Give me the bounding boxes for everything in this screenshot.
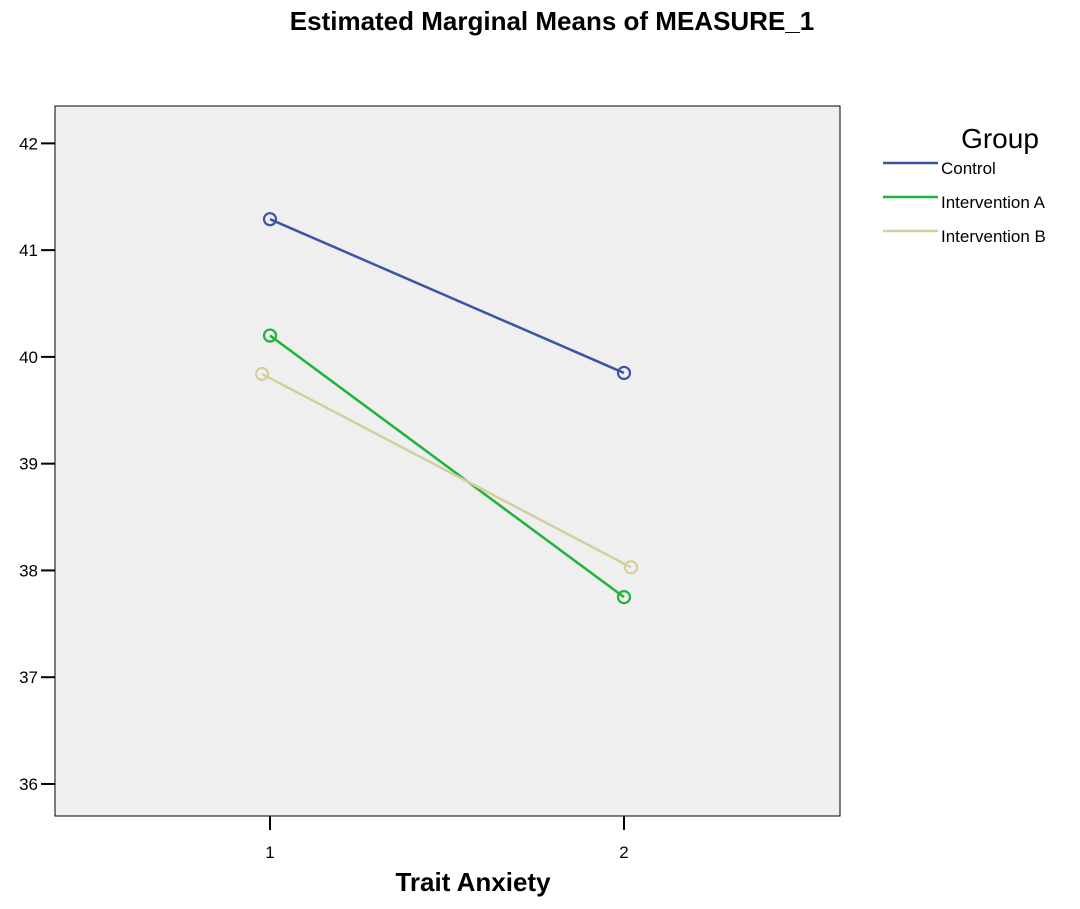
legend-label: Intervention B (941, 227, 1046, 246)
x-axis-label: Trait Anxiety (395, 867, 551, 897)
series-control (262, 212, 632, 381)
legend-title: Group (961, 123, 1039, 154)
x-tick-label-1: 1 (265, 843, 274, 862)
series-layer (254, 212, 639, 605)
y-tick-label-40: 40 (19, 348, 38, 367)
y-tick-label-41: 41 (19, 241, 38, 260)
data-point (254, 366, 270, 382)
data-point (262, 212, 278, 227)
x-tick-label-2: 2 (619, 843, 628, 862)
data-point (262, 328, 278, 343)
data-point (616, 365, 632, 381)
plot-area (54, 105, 841, 817)
data-point (616, 590, 632, 605)
y-tick-label-39: 39 (19, 455, 38, 474)
series-intervention-a (262, 328, 632, 605)
y-axis: 36 37 38 39 40 41 42 (19, 134, 55, 794)
y-tick-label-37: 37 (19, 668, 38, 687)
series-line (261, 372, 632, 569)
data-point (623, 560, 639, 575)
series-intervention-b (254, 366, 639, 575)
legend-label: Intervention A (941, 193, 1046, 212)
series-line (269, 334, 625, 599)
chart-title: Estimated Marginal Means of MEASURE_1 (290, 6, 814, 36)
legend: Group Control Intervention A Intervention … (883, 123, 1046, 246)
legend-label: Control (941, 159, 996, 178)
y-tick-label-36: 36 (19, 775, 38, 794)
y-tick-label-42: 42 (19, 134, 38, 153)
y-tick-label-38: 38 (19, 561, 38, 580)
series-line (269, 218, 625, 375)
